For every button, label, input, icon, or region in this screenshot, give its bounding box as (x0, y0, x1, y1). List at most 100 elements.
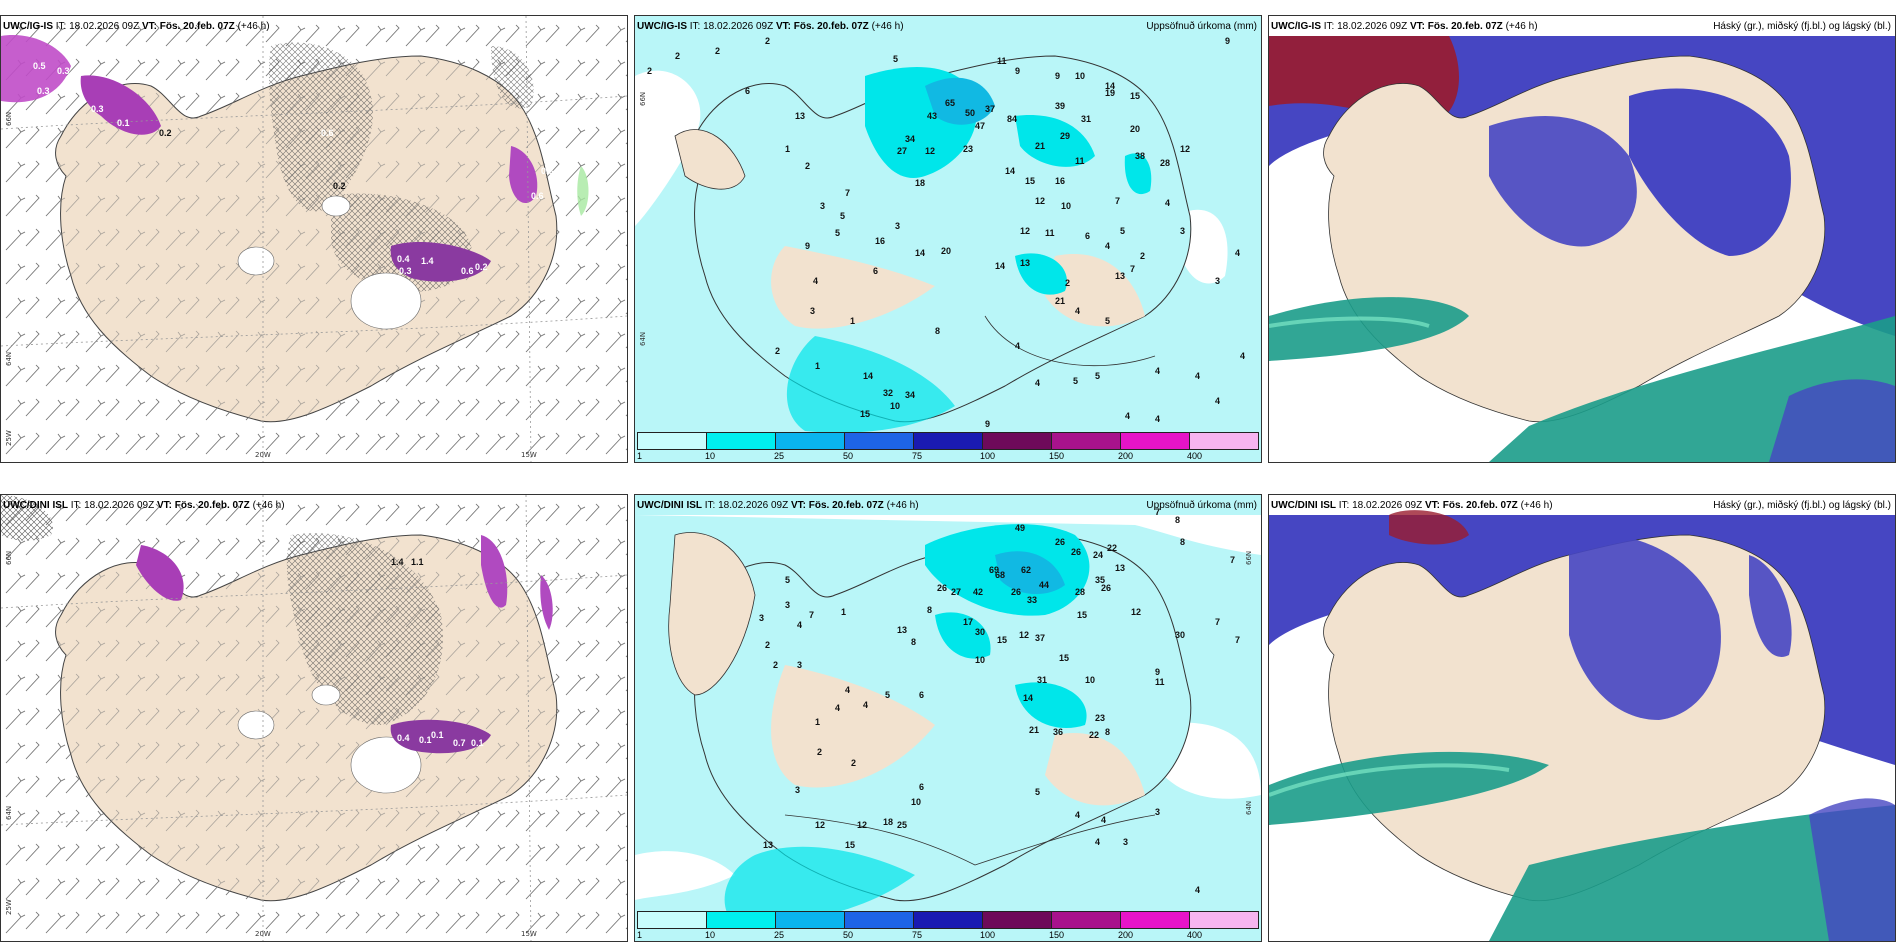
value-label: 33 (1027, 595, 1038, 605)
value-label: 0.3 (37, 86, 50, 96)
value-label: 7 (1155, 507, 1161, 517)
panel-title: UWC/DINI ISL IT: 18.02.2026 09Z VT: Fös.… (3, 500, 285, 511)
value-label: 9 (1225, 36, 1231, 46)
value-label: 14 (995, 261, 1006, 271)
value-label: 43 (927, 111, 938, 121)
latitude-label-66n: 66N (5, 111, 13, 126)
value-label: 10 (975, 655, 986, 665)
value-label: 18 (883, 817, 894, 827)
legend-tick: 1 (637, 451, 643, 461)
value-label: 10 (1075, 71, 1086, 81)
map-panel-bottom-right: UWC/DINI ISL IT: 18.02.2026 09Z VT: Fös.… (1268, 494, 1896, 942)
value-label: 31 (1081, 114, 1092, 124)
value-label: 4 (1125, 411, 1131, 421)
legend-swatch (914, 912, 983, 928)
value-label: 3 (820, 201, 826, 211)
value-label: 4 (1075, 810, 1081, 820)
value-label: 5 (835, 228, 841, 238)
value-label: 20 (1130, 124, 1141, 134)
value-label: 6 (919, 690, 925, 700)
value-label: 2 (715, 46, 721, 56)
legend-swatch (1052, 433, 1121, 449)
value-label: 15 (860, 409, 871, 419)
value-label: 0.1 (471, 738, 484, 748)
value-label: 8 (911, 637, 917, 647)
legend-tick: 50 (843, 451, 854, 461)
legend-tick: 150 (1049, 451, 1065, 461)
value-label: 8 (1180, 537, 1186, 547)
value-label: 3 (1180, 226, 1186, 236)
value-label: 26 (1055, 537, 1066, 547)
value-label: 13 (795, 111, 806, 121)
map-panel-bottom-middle: UWC/DINI ISL IT: 18.02.2026 09Z VT: Fös.… (634, 494, 1262, 942)
value-label: 2 (775, 346, 781, 356)
legend-swatch (707, 433, 776, 449)
value-label: 28 (1075, 587, 1086, 597)
value-label: 7 (809, 610, 815, 620)
value-label: 14 (1023, 693, 1034, 703)
legend-swatch (1190, 433, 1258, 449)
value-label: 3 (759, 613, 765, 623)
value-label: 34 (905, 134, 916, 144)
value-label: 7 (1230, 555, 1236, 565)
value-label: 12 (925, 146, 936, 156)
value-label: 47 (975, 121, 986, 131)
value-label: 9 (1055, 71, 1061, 81)
legend-swatch (638, 912, 707, 928)
value-label: 4 (1165, 198, 1171, 208)
value-label: 44 (1039, 580, 1050, 590)
value-label: 14 (863, 371, 874, 381)
value-label: 50 (965, 108, 976, 118)
value-label: 35 (1095, 575, 1106, 585)
legend-tick: 200 (1118, 930, 1134, 940)
value-label: 4 (1240, 351, 1246, 361)
value-label: 22 (1089, 730, 1100, 740)
value-label: 15 (1130, 91, 1141, 101)
latitude-label-64n: 64N (5, 351, 13, 366)
value-label: 65 (945, 98, 956, 108)
legend-tick: 75 (912, 451, 923, 461)
longitude-label-15w: 15W (521, 930, 537, 938)
value-label: 4 (1235, 248, 1241, 258)
legend-tick: 10 (705, 930, 716, 940)
value-label: 21 (1035, 141, 1046, 151)
value-label: 4 (835, 703, 841, 713)
latitude-label-66n: 66N (1245, 550, 1253, 565)
value-label: 26 (1101, 583, 1112, 593)
value-label: 3 (797, 660, 803, 670)
value-label: 0.4 (397, 254, 410, 264)
value-label: 6 (873, 266, 879, 276)
value-label: 3 (795, 785, 801, 795)
legend-swatch (638, 433, 707, 449)
wind-map (1, 495, 627, 941)
value-label: 1 (815, 361, 821, 371)
value-label: 5 (1105, 316, 1111, 326)
latitude-label-64n: 64N (639, 331, 647, 346)
value-label: 5 (1095, 371, 1101, 381)
legend-swatch (776, 912, 845, 928)
panel-title-right: Uppsöfnuð úrkoma (mm) (1146, 21, 1257, 32)
value-label: 0.6 (321, 128, 334, 138)
legend-tick: 1 (637, 930, 643, 940)
value-label: 5 (893, 54, 899, 64)
value-label: 5 (885, 690, 891, 700)
value-label: 4 (1155, 414, 1161, 424)
cloud-map (1269, 16, 1895, 462)
value-label: 15 (1025, 176, 1036, 186)
value-label: 0.2 (159, 128, 172, 138)
value-label: 6 (1085, 231, 1091, 241)
value-label: 8 (1105, 727, 1111, 737)
value-label: 12 (815, 820, 826, 830)
longitude-label-15w: 15W (521, 451, 537, 459)
legend-swatch (776, 433, 845, 449)
legend-swatch (1190, 912, 1258, 928)
longitude-label-25w: 25W (5, 430, 13, 446)
panel-title: UWC/IG-IS IT: 18.02.2026 09Z VT: Fös. 20… (3, 21, 270, 32)
value-label: 5 (1073, 376, 1079, 386)
value-label: 3 (1123, 837, 1129, 847)
value-label: 30 (1175, 630, 1186, 640)
value-label: 16 (875, 236, 886, 246)
panel-title: UWC/IG-IS IT: 18.02.2026 09Z VT: Fös. 20… (637, 21, 904, 32)
value-label: 12 (1020, 226, 1031, 236)
value-label: 21 (1029, 725, 1040, 735)
